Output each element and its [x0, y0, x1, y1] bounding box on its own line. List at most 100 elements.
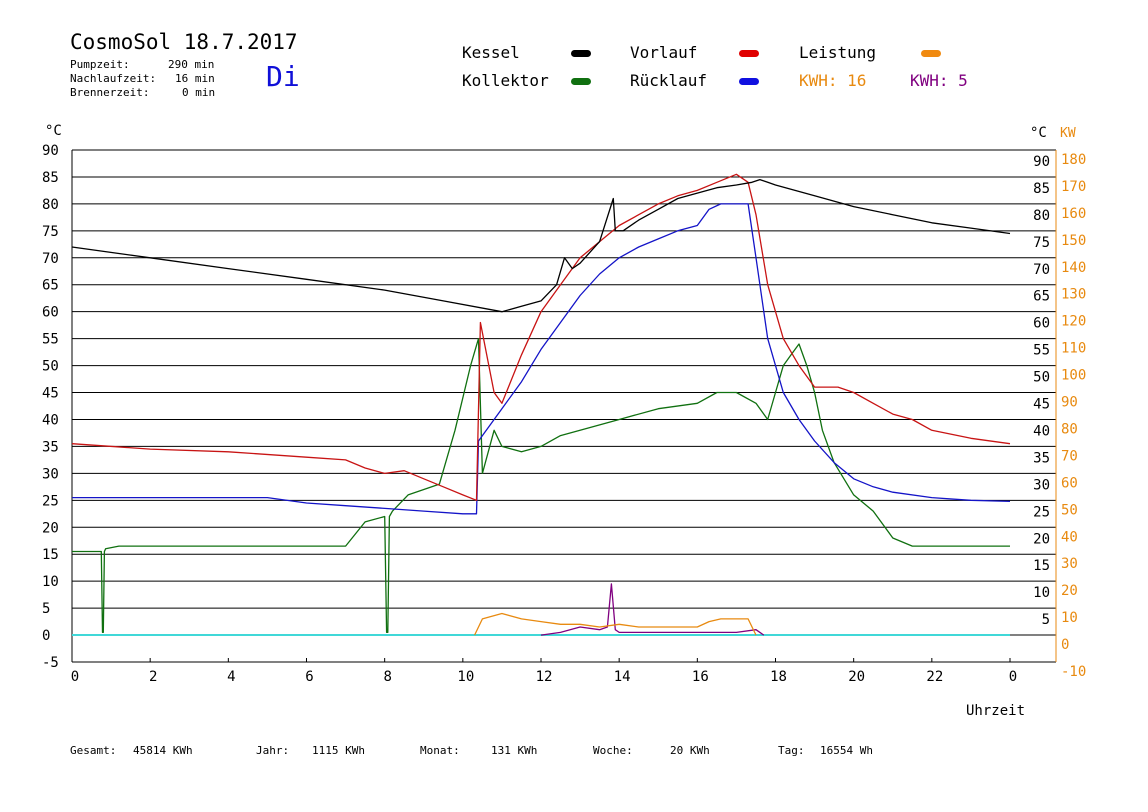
y-tick-label-kw: 60 — [1061, 475, 1078, 491]
y-tick-label-left: 25 — [42, 493, 59, 509]
y-tick-label-left: 40 — [42, 412, 59, 428]
y-tick-label-left: 5 — [42, 601, 50, 617]
temperature-chart: 0 2 4 6 8 10 12 14 16 18 20 22 090858075706560555045… — [42, 123, 1086, 719]
y-tick-label-kw: 140 — [1061, 260, 1086, 276]
y-tick-label-right: 60 — [1033, 316, 1050, 332]
gesamt-value: 45814 KWh — [133, 744, 193, 757]
y-tick-label-right: 30 — [1033, 477, 1050, 493]
woche-label: Woche: — [593, 744, 633, 757]
y-tick-label-left: -5 — [42, 655, 59, 671]
y-tick-label-kw: 120 — [1061, 314, 1086, 330]
y-tick-label-right: 45 — [1033, 397, 1050, 413]
y-tick-label-left: 80 — [42, 197, 59, 213]
y-tick-label-kw: 150 — [1061, 233, 1086, 249]
series-line-vorlauf — [71, 173, 1011, 501]
legend-kwh1-label: KWH: 16 — [799, 71, 867, 90]
y-tick-label-kw: -10 — [1061, 664, 1086, 680]
y-tick-label-right: 35 — [1033, 450, 1050, 466]
tag-label: Tag: — [778, 744, 805, 757]
monat-value: 131 KWh — [491, 744, 538, 757]
y-tick-label-right: 5 — [1042, 612, 1050, 628]
legend-kessel-swatch — [571, 50, 591, 57]
x-tick-label: 20 — [848, 669, 865, 685]
y-tick-label-kw: 50 — [1061, 502, 1078, 518]
y-tick-label-left: 10 — [42, 574, 59, 590]
series-line-kessel — [71, 178, 1011, 313]
jahr-value: 1115 KWh — [312, 744, 365, 757]
legend-kollektor-swatch — [571, 78, 591, 85]
y-tick-label-left: 30 — [42, 466, 59, 482]
y-axis-unit-kw: KW — [1060, 126, 1076, 141]
y-tick-label-kw: 180 — [1061, 152, 1086, 168]
y-tick-label-right: 50 — [1033, 370, 1050, 386]
x-tick-label: 0 — [71, 669, 79, 685]
x-tick-label: 18 — [770, 669, 787, 685]
x-axis-label: Uhrzeit — [966, 703, 1025, 719]
legend-leistung-label: Leistung — [799, 43, 877, 62]
legend-vorlauf-swatch — [739, 50, 759, 57]
brenner-label: Brennerzeit: — [70, 86, 150, 99]
jahr-label: Jahr: — [256, 744, 290, 757]
series-line-rcklauf — [72, 203, 1011, 515]
y-tick-label-left: 15 — [42, 547, 59, 563]
x-tick-label: 6 — [305, 669, 313, 685]
y-tick-label-kw: 170 — [1061, 179, 1086, 195]
y-tick-label-right: 70 — [1033, 262, 1050, 278]
legend-kwh2-label: KWH: 5 — [910, 71, 968, 90]
x-tick-label: 12 — [536, 669, 553, 685]
x-tick-label: 0 — [1009, 669, 1017, 685]
legend-vorlauf-label: Vorlauf — [630, 43, 698, 62]
y-axis-unit-left: °C — [45, 123, 62, 139]
y-tick-label-left: 90 — [42, 143, 59, 159]
x-tick-label: 2 — [149, 669, 157, 685]
y-tick-label-right: 25 — [1033, 504, 1050, 520]
y-tick-label-right: 85 — [1033, 181, 1050, 197]
y-axis-unit-right: °C — [1030, 125, 1047, 141]
x-tick-label: 14 — [614, 669, 631, 685]
nachlauf-label: Nachlaufzeit: — [70, 72, 157, 85]
legend-kessel-label: Kessel — [462, 43, 520, 62]
pump-label: Pumpzeit: — [70, 58, 130, 71]
y-tick-label-kw: 130 — [1061, 287, 1086, 303]
x-tick-label: 8 — [383, 669, 391, 685]
y-tick-label-left: 50 — [42, 359, 59, 375]
y-tick-label-right: 80 — [1033, 208, 1050, 224]
x-tick-label: 16 — [692, 669, 709, 685]
x-tick-label: 22 — [926, 669, 943, 685]
series-line-leistung — [474, 612, 757, 636]
y-tick-label-right: 75 — [1033, 235, 1050, 251]
y-tick-label-right: 15 — [1033, 558, 1050, 574]
series-line-kwh — [540, 583, 765, 636]
y-tick-label-right: 90 — [1033, 154, 1050, 170]
y-tick-label-left: 35 — [42, 439, 59, 455]
gesamt-label: Gesamt: — [70, 744, 117, 757]
y-tick-label-kw: 20 — [1061, 583, 1078, 599]
y-tick-label-left: 85 — [42, 170, 59, 186]
y-tick-label-kw: 30 — [1061, 556, 1078, 572]
tag-value: 16554 Wh — [820, 744, 873, 757]
y-tick-label-left: 70 — [42, 251, 59, 267]
y-tick-label-right: 40 — [1033, 423, 1050, 439]
y-tick-label-left: 45 — [42, 386, 59, 402]
y-tick-label-left: 60 — [42, 305, 59, 321]
y-tick-label-right: 65 — [1033, 289, 1050, 305]
brenner-value: 0 min — [182, 86, 216, 99]
monat-label: Monat: — [420, 744, 460, 757]
y-tick-label-left: 65 — [42, 278, 59, 294]
y-tick-label-right: 55 — [1033, 343, 1050, 359]
y-tick-label-left: 55 — [42, 332, 59, 348]
y-tick-label-kw: 90 — [1061, 395, 1078, 411]
pump-value: 290 min — [168, 58, 215, 71]
y-tick-label-right: 10 — [1033, 585, 1050, 601]
y-tick-label-kw: 110 — [1061, 341, 1086, 357]
y-tick-label-left: 75 — [42, 224, 59, 240]
nachlauf-value: 16 min — [175, 72, 215, 85]
y-tick-label-left: 0 — [42, 628, 50, 644]
y-tick-label-kw: 160 — [1061, 206, 1086, 222]
legend-kollektor-label: Kollektor — [462, 71, 549, 90]
series-line-kollektor — [72, 337, 1010, 634]
y-tick-label-kw: 100 — [1061, 368, 1086, 384]
x-tick-label: 4 — [227, 669, 235, 685]
legend-ruecklauf-swatch — [739, 78, 759, 85]
y-tick-label-kw: 10 — [1061, 610, 1078, 626]
